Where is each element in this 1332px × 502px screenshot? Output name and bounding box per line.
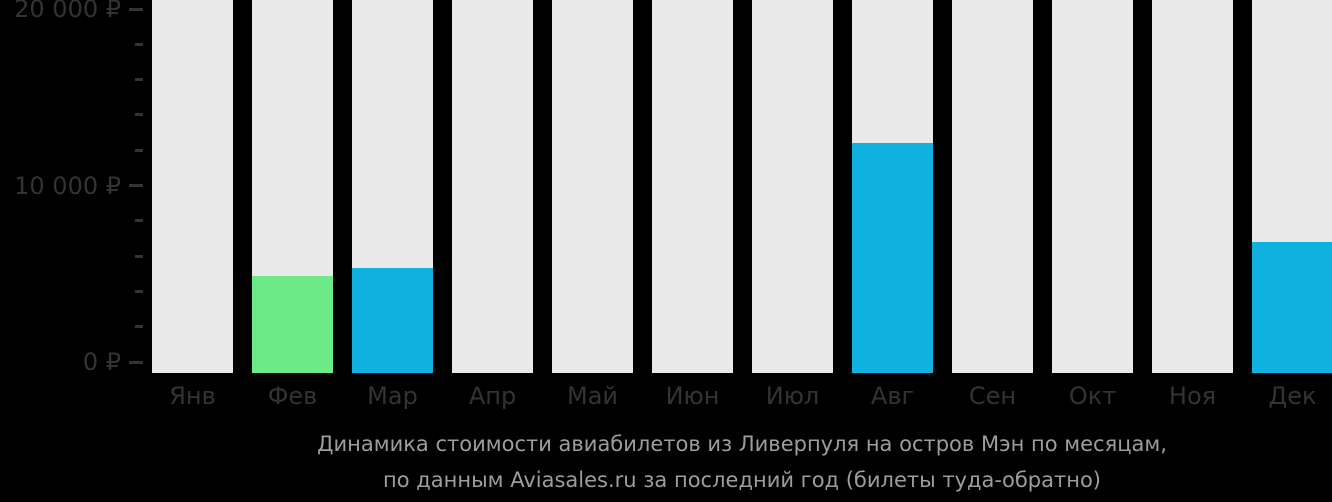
x-tick-label-month-11: Ноя <box>1168 382 1217 410</box>
x-tick-label-month-9: Сен <box>968 382 1017 410</box>
y-axis-major-tick <box>129 360 143 364</box>
y-axis-minor-tick <box>135 219 143 223</box>
y-axis-minor-tick <box>135 113 143 117</box>
x-tick-label-month-2: Фев <box>267 382 318 410</box>
y-axis-minor-tick <box>135 254 143 258</box>
x-tick-label-month-6: Июн <box>665 382 720 410</box>
price-bar-month-3 <box>352 268 433 373</box>
y-axis-major-tick <box>129 184 143 187</box>
y-tick-label: 0 ₽ <box>82 348 121 376</box>
month-column-10 <box>1052 0 1133 373</box>
month-column-4 <box>452 0 533 373</box>
x-tick-label-month-10: Окт <box>1068 382 1117 410</box>
month-column-5 <box>552 0 633 373</box>
month-column-7 <box>752 0 833 373</box>
y-axis-minor-tick <box>135 78 143 82</box>
month-column-11 <box>1152 0 1233 373</box>
month-column-9 <box>952 0 1033 373</box>
x-tick-label-month-12: Дек <box>1268 382 1317 410</box>
y-axis-major-tick <box>129 7 143 11</box>
chart-title: Динамика стоимости авиабилетов из Ливерп… <box>317 432 1167 456</box>
y-axis-minor-tick <box>135 289 143 293</box>
y-axis-minor-tick <box>135 42 143 46</box>
x-tick-label-month-1: Янв <box>169 382 216 410</box>
price-bar-month-8 <box>852 143 933 373</box>
x-tick-label-month-4: Апр <box>468 382 517 410</box>
month-column-8 <box>852 0 933 373</box>
chart-subtitle: по данным Aviasales.ru за последний год … <box>383 468 1101 492</box>
month-column-6 <box>652 0 733 373</box>
month-column-2 <box>252 0 333 373</box>
month-column-12 <box>1252 0 1332 373</box>
price-bar-month-12 <box>1252 241 1332 373</box>
y-axis-minor-tick <box>135 148 143 152</box>
y-axis-minor-tick <box>135 325 143 329</box>
price-bar-month-2 <box>252 275 333 373</box>
y-tick-label: 20 000 ₽ <box>14 0 121 23</box>
x-tick-label-month-3: Мар <box>367 382 418 410</box>
month-column-3 <box>352 0 433 373</box>
x-tick-label-month-5: Май <box>566 382 618 410</box>
x-tick-label-month-8: Авг <box>870 382 915 410</box>
y-tick-label: 10 000 ₽ <box>14 171 121 200</box>
x-tick-label-month-7: Июл <box>765 382 820 410</box>
month-column-1 <box>152 0 233 373</box>
